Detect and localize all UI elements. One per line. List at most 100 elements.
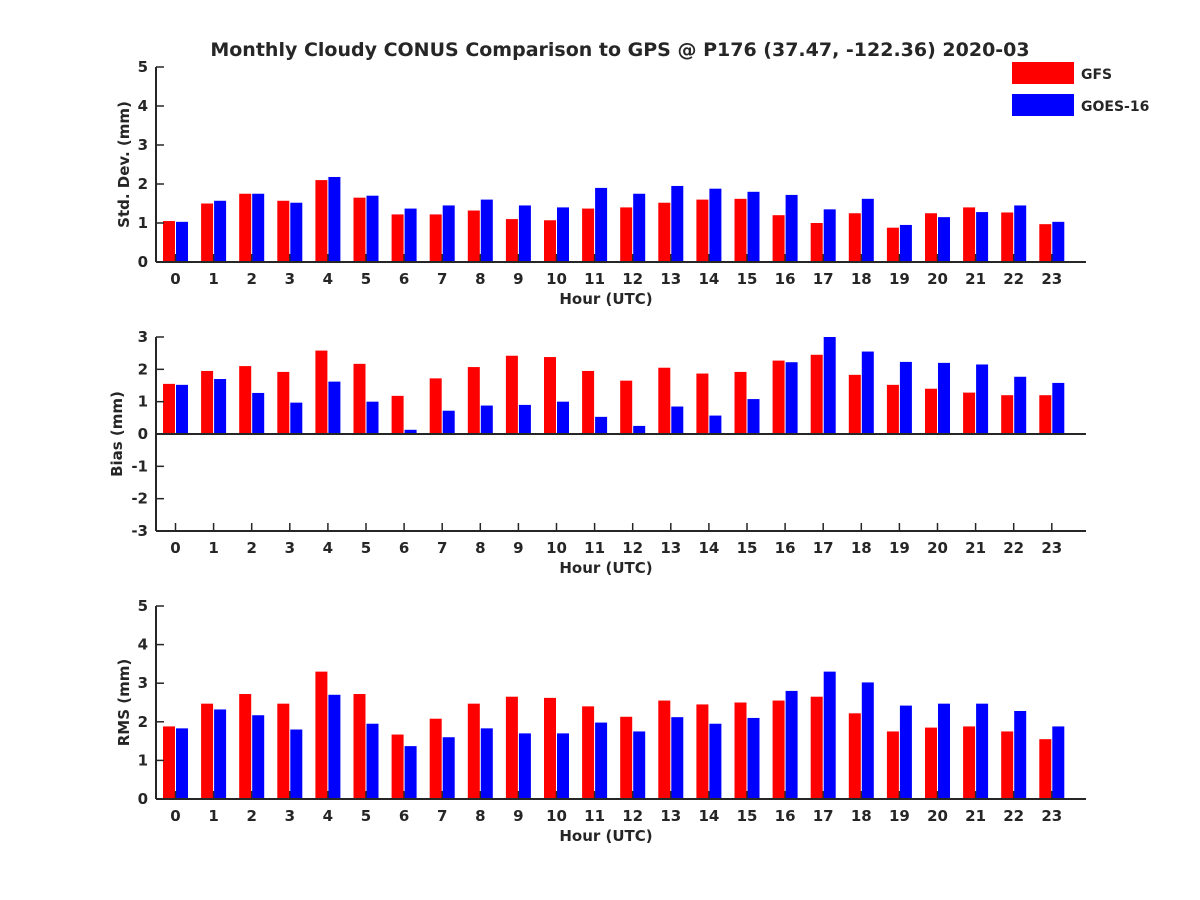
std-dev-xtick-label: 9: [513, 270, 523, 288]
bias-bar-gfs-hour-0: [163, 383, 175, 434]
std-dev-xtick-label: 6: [399, 270, 409, 288]
bias-bar-gfs-hour-10: [544, 357, 556, 434]
rms-bar-goes16-hour-16: [785, 690, 798, 799]
std-dev-bar-goes16-hour-10: [557, 207, 569, 262]
rms-bar-gfs-hour-21: [963, 726, 976, 799]
bias-bar-goes16-hour-8: [480, 405, 493, 434]
std-dev-bar-gfs-hour-22: [1001, 212, 1014, 262]
bias-bar-gfs-hour-15: [734, 371, 747, 434]
std-dev-ytick-label: 1: [138, 214, 148, 232]
std-dev-bar-gfs-hour-5: [353, 197, 366, 262]
bias-xtick-label: 22: [1003, 539, 1024, 557]
std-dev-bar-goes16-hour-17: [823, 209, 836, 262]
rms-bar-gfs-hour-14: [696, 704, 709, 799]
bias-bar-gfs-hour-3: [277, 371, 290, 434]
std-dev-bar-goes16-hour-12: [633, 193, 646, 262]
std-dev-xtick-label: 11: [584, 270, 605, 288]
rms-bar-gfs-hour-20: [925, 727, 937, 799]
std-dev-xtick-label: 20: [927, 270, 948, 288]
rms-bar-goes16-hour-7: [442, 737, 455, 799]
bias-xtick-label: 9: [513, 539, 523, 557]
rms-xtick-label: 4: [323, 807, 333, 825]
rms-xtick-label: 13: [660, 807, 681, 825]
bias-xtick-label: 17: [813, 539, 834, 557]
bias-xtick-label: 13: [660, 539, 681, 557]
bias-xtick-label: 14: [698, 539, 719, 557]
legend-label-goes16: GOES-16: [1081, 99, 1149, 115]
rms-bar-goes16-hour-15: [747, 717, 760, 799]
bias-bar-goes16-hour-23: [1052, 382, 1065, 434]
std-dev-xtick-label: 0: [170, 270, 180, 288]
rms-bar-gfs-hour-1: [201, 703, 214, 799]
std-dev-xtick-label: 4: [323, 270, 333, 288]
rms-xtick-label: 0: [170, 807, 180, 825]
rms-ytick-label: 5: [138, 597, 148, 615]
std-dev-bar-goes16-hour-13: [671, 185, 684, 262]
rms-bar-gfs-hour-18: [848, 713, 861, 799]
rms-ytick-label: 3: [138, 674, 148, 692]
rms-bar-gfs-hour-2: [239, 694, 252, 799]
bias-bar-goes16-hour-1: [214, 379, 227, 434]
std-dev-xlabel: Hour (UTC): [559, 290, 652, 308]
std-dev-ytick-label: 3: [138, 136, 148, 154]
std-dev-ytick-label: 4: [138, 97, 148, 115]
rms-bar-goes16-hour-11: [595, 722, 608, 799]
std-dev-bar-goes16-hour-3: [290, 202, 303, 262]
rms-bar-gfs-hour-3: [277, 703, 290, 799]
std-dev-ytick-label: 5: [138, 58, 148, 76]
rms-ytick-label: 0: [138, 790, 148, 808]
bias-bar-goes16-hour-2: [252, 392, 265, 434]
rms-bar-gfs-hour-7: [429, 718, 442, 799]
bias-bar-goes16-hour-12: [633, 425, 646, 434]
bias-bar-gfs-hour-9: [505, 355, 518, 434]
bias-ytick-label: -2: [131, 490, 148, 508]
std-dev-ytick-label: 0: [138, 253, 148, 271]
rms-bar-gfs-hour-9: [505, 696, 518, 799]
bias-xtick-label: 5: [361, 539, 371, 557]
rms-xtick-label: 18: [851, 807, 872, 825]
rms-xtick-label: 19: [889, 807, 910, 825]
std-dev-bar-gfs-hour-8: [467, 210, 480, 262]
rms-xtick-label: 14: [698, 807, 719, 825]
std-dev-bar-gfs-hour-18: [848, 213, 861, 262]
bias-bar-goes16-hour-9: [518, 404, 531, 434]
std-dev-ylabel: Std. Dev. (mm): [115, 101, 133, 228]
rms-bar-gfs-hour-8: [467, 703, 480, 799]
std-dev-xtick-label: 18: [851, 270, 872, 288]
std-dev-bar-goes16-hour-9: [518, 205, 531, 262]
bias-xtick-label: 6: [399, 539, 409, 557]
std-dev-xtick-label: 10: [546, 270, 567, 288]
std-dev-bar-goes16-hour-16: [785, 194, 798, 262]
bias-bar-gfs-hour-19: [886, 384, 899, 434]
bias-xtick-label: 18: [851, 539, 872, 557]
std-dev-xtick-label: 2: [246, 270, 256, 288]
bias-bar-goes16-hour-3: [290, 402, 303, 434]
bias-bar-goes16-hour-14: [709, 415, 722, 434]
bias-bar-gfs-hour-1: [201, 370, 214, 434]
rms-bar-goes16-hour-6: [404, 746, 417, 799]
bias-xtick-label: 4: [323, 539, 333, 557]
std-dev-bar-gfs-hour-4: [315, 180, 328, 262]
bias-xtick-label: 8: [475, 539, 485, 557]
rms-ytick-label: 1: [138, 751, 148, 769]
bias-bar-goes16-hour-22: [1014, 376, 1027, 434]
std-dev-xtick-label: 8: [475, 270, 485, 288]
legend-label-gfs: GFS: [1081, 67, 1112, 83]
std-dev-bar-gfs-hour-13: [658, 202, 671, 262]
std-dev-bar-goes16-hour-11: [595, 187, 608, 262]
rms-xtick-label: 1: [208, 807, 218, 825]
bias-ytick-label: 1: [138, 393, 148, 411]
std-dev-bar-gfs-hour-7: [429, 214, 442, 262]
std-dev-bar-goes16-hour-14: [709, 188, 722, 262]
std-dev-bar-gfs-hour-23: [1039, 224, 1052, 262]
rms-bar-goes16-hour-14: [709, 723, 722, 799]
std-dev-xtick-label: 5: [361, 270, 371, 288]
rms-xtick-label: 2: [246, 807, 256, 825]
rms-bar-gfs-hour-5: [353, 694, 366, 799]
rms-xtick-label: 16: [775, 807, 796, 825]
bias-xtick-label: 1: [208, 539, 218, 557]
bias-bar-goes16-hour-20: [938, 362, 950, 434]
std-dev-bar-gfs-hour-1: [201, 203, 214, 262]
bias-bar-goes16-hour-16: [785, 362, 798, 434]
